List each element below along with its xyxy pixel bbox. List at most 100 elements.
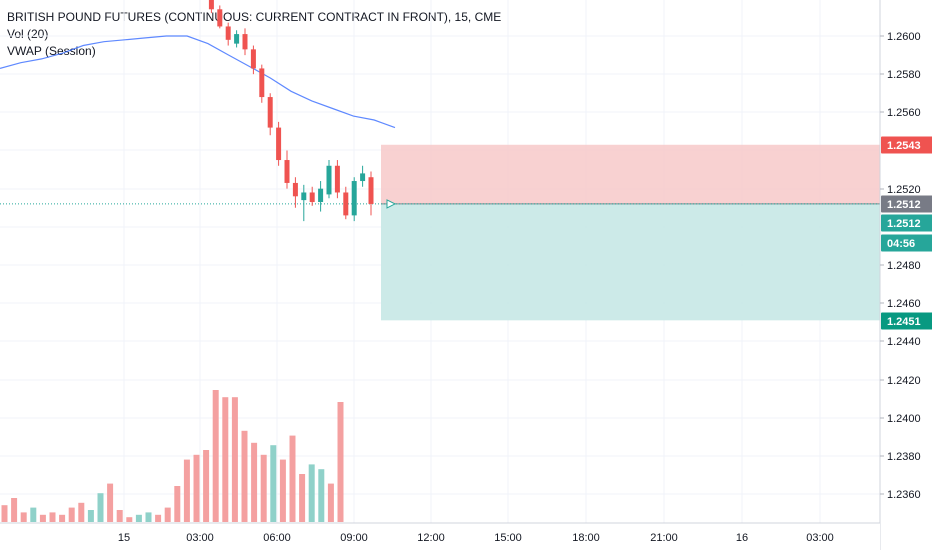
candle bbox=[208, 0, 214, 14]
legend-vwap-indicator: VWAP (Session) bbox=[7, 44, 96, 58]
candle bbox=[276, 121, 282, 166]
candle bbox=[301, 184, 307, 222]
price-tick-label: 1.2380 bbox=[887, 451, 921, 463]
volume-bars bbox=[1, 390, 344, 522]
target-price-label: 1.2451 bbox=[887, 316, 921, 328]
price-tick-label: 1.2400 bbox=[887, 413, 921, 425]
candle-body bbox=[225, 26, 231, 40]
volume-bar bbox=[318, 469, 325, 522]
entry-price-label: 1.2512 bbox=[887, 218, 921, 230]
volume-bar bbox=[116, 510, 123, 522]
candle bbox=[368, 171, 374, 216]
volume-bar bbox=[11, 498, 18, 522]
volume-bar bbox=[241, 430, 248, 522]
candle-body bbox=[234, 34, 240, 44]
volume-bar bbox=[68, 507, 75, 522]
candle-body bbox=[326, 165, 332, 195]
volume-bar bbox=[126, 517, 133, 522]
candle bbox=[360, 165, 366, 187]
candle-body bbox=[301, 192, 307, 201]
vwap-line bbox=[0, 35, 396, 129]
volume-bar bbox=[289, 435, 296, 522]
volume-bar bbox=[279, 459, 286, 522]
time-axis-bg bbox=[0, 523, 880, 550]
volume-bar bbox=[107, 483, 114, 522]
stop-price-label-bg bbox=[881, 136, 932, 154]
volume-bar bbox=[251, 442, 258, 522]
price-tick-label: 1.2460 bbox=[887, 298, 921, 310]
time-tick-label: 12:00 bbox=[417, 532, 445, 544]
time-tick-label: 03:00 bbox=[806, 532, 834, 544]
volume-bar bbox=[308, 464, 315, 522]
price-tick-label: 1.2420 bbox=[887, 375, 921, 387]
candle bbox=[217, 5, 223, 29]
volume-bar bbox=[145, 512, 152, 522]
volume-bar bbox=[327, 483, 334, 522]
candle-body bbox=[284, 160, 290, 183]
candle-body bbox=[276, 127, 282, 161]
volume-bar bbox=[183, 459, 190, 522]
volume-bar bbox=[135, 514, 142, 522]
candle bbox=[351, 177, 357, 222]
candle-body bbox=[343, 192, 349, 216]
time-tick-label: 09:00 bbox=[340, 532, 368, 544]
volume-bar bbox=[174, 486, 181, 522]
candle bbox=[267, 93, 273, 136]
time-tick-label: 15:00 bbox=[494, 532, 522, 544]
candle bbox=[250, 45, 256, 75]
price-tick-label: 1.2560 bbox=[887, 107, 921, 119]
candle bbox=[259, 64, 265, 103]
chart-title: BRITISH POUND FUTURES (CONTINUOUS: CURRE… bbox=[7, 10, 502, 24]
volume-bar bbox=[59, 514, 66, 522]
volume-bar bbox=[193, 454, 200, 522]
countdown-label-bg bbox=[881, 234, 932, 252]
chart-legend: BRITISH POUND FUTURES (CONTINUOUS: CURRE… bbox=[7, 9, 501, 60]
time-tick-label: 03:00 bbox=[186, 532, 214, 544]
candle-body bbox=[259, 68, 265, 98]
time-tick-label: 18:00 bbox=[572, 532, 600, 544]
countdown-label: 04:56 bbox=[887, 238, 915, 250]
volume-bar bbox=[30, 507, 37, 522]
candle bbox=[284, 150, 290, 189]
volume-bar bbox=[39, 514, 46, 522]
volume-bar bbox=[97, 493, 104, 522]
volume-bar bbox=[270, 445, 277, 522]
candle bbox=[242, 28, 248, 56]
candle-body bbox=[250, 49, 256, 69]
candle-body bbox=[360, 173, 366, 182]
candle bbox=[343, 186, 349, 220]
time-tick-label: 06:00 bbox=[263, 532, 291, 544]
time-tick-label: 15 bbox=[118, 532, 130, 544]
stop-price-label: 1.2543 bbox=[887, 140, 921, 152]
candle-body bbox=[351, 181, 357, 216]
time-tick-label: 16 bbox=[736, 532, 748, 544]
candle-body bbox=[292, 182, 298, 197]
volume-bar bbox=[164, 507, 171, 522]
candle-body bbox=[217, 9, 223, 27]
volume-bar bbox=[87, 510, 94, 522]
volume-bar bbox=[260, 454, 267, 522]
candles bbox=[208, 0, 374, 222]
last-price-label: 1.2512 bbox=[887, 199, 921, 211]
volume-bar bbox=[1, 505, 8, 522]
volume-bar bbox=[49, 512, 56, 522]
candle-body bbox=[267, 97, 273, 128]
volume-bar bbox=[203, 450, 210, 522]
candle-body bbox=[318, 188, 324, 203]
price-tick-label: 1.2580 bbox=[887, 69, 921, 81]
volume-bar bbox=[212, 390, 219, 522]
price-axis-bg bbox=[880, 0, 932, 550]
target-price-label-bg bbox=[881, 312, 932, 330]
candle bbox=[326, 160, 332, 199]
volume-bar bbox=[155, 514, 162, 522]
candle bbox=[225, 22, 231, 46]
time-tick-label: 21:00 bbox=[650, 532, 678, 544]
candle-body bbox=[309, 192, 315, 203]
entry-price-label-bg bbox=[881, 214, 932, 232]
time-axis: 15 03:00 06:00 09:00 12:00 15:00 18:00 21:00 16 0… bbox=[0, 522, 880, 550]
stop-loss-zone bbox=[381, 144, 880, 204]
price-marker-icon bbox=[386, 199, 397, 209]
candle bbox=[318, 181, 324, 212]
candle-body bbox=[368, 177, 374, 204]
